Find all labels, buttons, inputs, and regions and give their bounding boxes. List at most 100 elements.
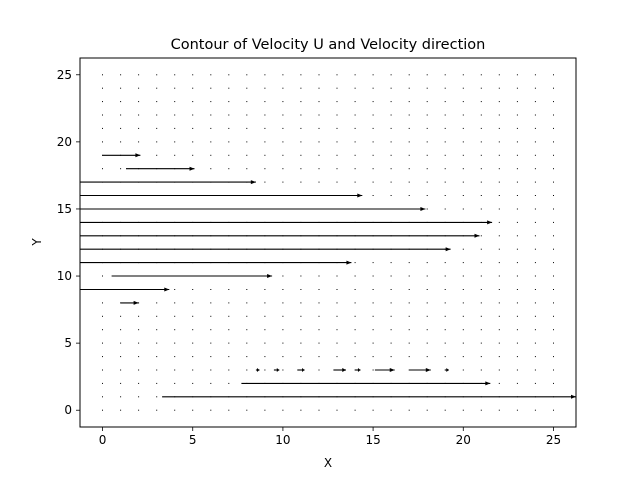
grid-point bbox=[102, 329, 103, 331]
grid-point bbox=[444, 114, 446, 116]
grid-point bbox=[156, 87, 158, 89]
grid-point bbox=[228, 114, 230, 116]
grid-point bbox=[282, 315, 284, 317]
grid-point bbox=[462, 329, 464, 331]
grid-point bbox=[444, 127, 446, 129]
grid-point bbox=[534, 154, 536, 156]
grid-point bbox=[282, 275, 284, 277]
grid-point bbox=[210, 87, 212, 89]
grid-point bbox=[480, 87, 482, 89]
grid-point bbox=[480, 154, 482, 156]
grid-point bbox=[300, 101, 302, 103]
grid-point bbox=[498, 87, 500, 89]
grid-point bbox=[120, 329, 122, 331]
grid-point bbox=[156, 302, 158, 304]
grid-point bbox=[156, 356, 158, 358]
grid-point bbox=[372, 114, 374, 116]
grid-point bbox=[138, 356, 140, 358]
grid-point bbox=[138, 101, 140, 103]
grid-point bbox=[246, 114, 248, 116]
grid-point bbox=[246, 289, 248, 290]
grid-point bbox=[372, 356, 374, 358]
grid-point bbox=[553, 101, 554, 103]
grid-point bbox=[534, 382, 536, 384]
grid-point bbox=[390, 168, 392, 170]
y-tick-label: 0 bbox=[64, 403, 72, 417]
grid-point bbox=[300, 74, 302, 76]
grid-point bbox=[462, 74, 464, 76]
grid-point bbox=[264, 302, 266, 304]
grid-point bbox=[390, 74, 392, 76]
grid-point bbox=[120, 356, 122, 358]
velocity-arrow bbox=[80, 247, 451, 252]
arrow-head bbox=[164, 287, 170, 292]
arrow-head bbox=[474, 233, 480, 238]
grid-point bbox=[480, 114, 482, 116]
grid-point bbox=[372, 369, 374, 371]
grid-point bbox=[318, 315, 320, 317]
grid-point bbox=[516, 275, 518, 277]
grid-point bbox=[318, 74, 320, 76]
arrow-head bbox=[133, 300, 139, 305]
grid-point bbox=[516, 302, 518, 304]
grid-point bbox=[516, 409, 518, 411]
grid-point bbox=[498, 248, 500, 250]
grid-point bbox=[444, 409, 446, 411]
grid-point bbox=[498, 154, 500, 156]
grid-point bbox=[462, 87, 464, 89]
arrow-head bbox=[135, 153, 141, 158]
grid-point bbox=[282, 127, 284, 129]
grid-point bbox=[174, 141, 176, 143]
grid-point bbox=[300, 275, 302, 277]
grid-point bbox=[534, 248, 536, 250]
grid-point bbox=[426, 195, 428, 196]
arrow-head bbox=[342, 367, 347, 372]
grid-point bbox=[462, 154, 464, 156]
grid-point bbox=[174, 302, 176, 304]
grid-point bbox=[553, 315, 554, 317]
grid-point bbox=[210, 409, 212, 411]
grid-point bbox=[336, 154, 338, 156]
grid-point bbox=[138, 396, 140, 398]
arrow-head bbox=[487, 220, 493, 225]
grid-point bbox=[426, 302, 428, 304]
grid-point bbox=[498, 221, 500, 223]
grid-point bbox=[426, 141, 428, 143]
grid-point bbox=[480, 356, 482, 358]
grid-point bbox=[516, 154, 518, 156]
grid-point bbox=[462, 356, 464, 358]
grid-point bbox=[516, 248, 518, 250]
grid-point bbox=[426, 315, 428, 317]
grid-point bbox=[426, 181, 428, 183]
grid-point bbox=[282, 369, 284, 371]
velocity-arrow bbox=[374, 367, 395, 372]
x-axis-label: X bbox=[324, 456, 332, 470]
grid-point bbox=[390, 181, 392, 183]
grid-point bbox=[102, 87, 103, 89]
grid-point bbox=[516, 101, 518, 103]
grid-point bbox=[372, 329, 374, 331]
grid-point bbox=[102, 382, 103, 384]
grid-point bbox=[516, 329, 518, 331]
grid-point bbox=[408, 275, 410, 277]
grid-point bbox=[354, 409, 356, 411]
grid-point bbox=[390, 262, 392, 264]
grid-point bbox=[516, 181, 518, 183]
grid-point bbox=[390, 87, 392, 89]
grid-point bbox=[174, 114, 176, 116]
arrow-head bbox=[250, 180, 256, 185]
grid-point bbox=[246, 74, 248, 76]
grid-point bbox=[318, 87, 320, 89]
grid-point bbox=[444, 87, 446, 89]
grid-point bbox=[318, 289, 320, 290]
grid-point bbox=[174, 127, 176, 129]
grid-point bbox=[426, 87, 428, 89]
grid-point bbox=[462, 262, 464, 264]
grid-point bbox=[462, 208, 464, 210]
grid-point bbox=[246, 168, 248, 170]
grid-point bbox=[444, 302, 446, 304]
grid-point bbox=[480, 101, 482, 103]
grid-point bbox=[534, 195, 536, 196]
grid-point bbox=[192, 409, 194, 411]
